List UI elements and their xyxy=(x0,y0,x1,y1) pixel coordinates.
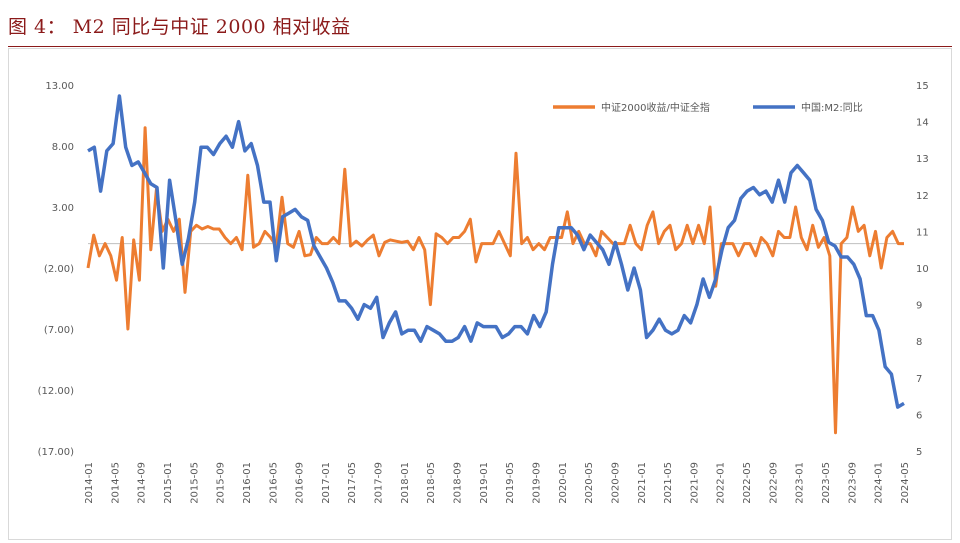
x-tick-label: 2021-09 xyxy=(689,462,700,504)
x-tick-label: 2023-05 xyxy=(821,462,832,504)
title-rule xyxy=(8,46,952,47)
x-tick-label: 2022-05 xyxy=(742,462,753,504)
left-tick-label: 3.00 xyxy=(52,203,74,214)
legend-label-0: 中证2000收益/中证全指 xyxy=(601,101,710,114)
x-tick-label: 2023-01 xyxy=(795,462,806,504)
x-tick-label: 2017-05 xyxy=(347,462,358,504)
x-tick-label: 2019-01 xyxy=(479,462,490,504)
left-tick-label: (17.00) xyxy=(38,447,75,458)
series-line-1 xyxy=(87,94,905,409)
right-tick-label: 15 xyxy=(916,81,929,92)
x-tick-label: 2020-09 xyxy=(610,462,621,504)
x-tick-label: 2020-01 xyxy=(558,462,569,504)
x-tick-label: 2024-01 xyxy=(874,462,885,504)
legend: 中证2000收益/中证全指 中国:M2:同比 xyxy=(553,101,863,114)
x-tick-label: 2016-09 xyxy=(295,462,306,504)
plot-frame xyxy=(8,48,952,540)
series-line-0 xyxy=(86,126,904,435)
x-tick-label: 2015-05 xyxy=(189,462,200,504)
x-tick-label: 2015-09 xyxy=(216,462,227,504)
left-tick-label: 8.00 xyxy=(52,142,74,153)
right-tick-label: 13 xyxy=(916,154,929,165)
right-tick-label: 12 xyxy=(916,191,929,202)
right-tick-label: 9 xyxy=(916,301,922,312)
x-tick-label: 2024-05 xyxy=(900,462,911,504)
left-tick-label: (7.00) xyxy=(44,325,74,336)
x-tick-label: 2022-01 xyxy=(716,462,727,504)
x-tick-label: 2020-05 xyxy=(584,462,595,504)
x-tick-label: 2017-09 xyxy=(374,462,385,504)
x-tick-label: 2019-09 xyxy=(531,462,542,504)
right-tick-label: 10 xyxy=(916,264,929,275)
x-axis: 2014-01 2014-05 2014-09 2015-01 2015-05 2015-… xyxy=(84,462,911,504)
left-tick-label: (12.00) xyxy=(38,386,75,397)
left-tick-label: 13.00 xyxy=(45,81,74,92)
x-tick-label: 2014-05 xyxy=(110,462,121,504)
figure-title: 图 4： M2 同比与中证 2000 相对收益 xyxy=(8,16,351,38)
x-tick-label: 2014-01 xyxy=(84,462,95,504)
x-tick-label: 2017-01 xyxy=(321,462,332,504)
x-tick-label: 2014-09 xyxy=(137,462,148,504)
x-tick-label: 2015-01 xyxy=(163,462,174,504)
x-tick-label: 2018-09 xyxy=(453,462,464,504)
series-group xyxy=(86,94,905,435)
x-tick-label: 2021-05 xyxy=(663,462,674,504)
right-tick-label: 6 xyxy=(916,410,922,421)
right-tick-label: 7 xyxy=(916,374,922,385)
right-tick-label: 5 xyxy=(916,447,922,458)
right-tick-label: 8 xyxy=(916,337,922,348)
x-tick-label: 2018-05 xyxy=(426,462,437,504)
x-tick-label: 2021-01 xyxy=(637,462,648,504)
x-tick-label: 2016-01 xyxy=(242,462,253,504)
left-tick-label: (2.00) xyxy=(44,264,74,275)
x-tick-label: 2023-09 xyxy=(847,462,858,504)
x-tick-label: 2018-01 xyxy=(400,462,411,504)
x-tick-label: 2019-05 xyxy=(505,462,516,504)
x-tick-label: 2022-09 xyxy=(768,462,779,504)
right-axis: 15 14 13 12 11 10 9 8 7 6 5 xyxy=(916,81,929,458)
x-tick-label: 2016-05 xyxy=(268,462,279,504)
legend-label-1: 中国:M2:同比 xyxy=(801,101,863,114)
right-tick-label: 11 xyxy=(916,227,929,238)
right-tick-label: 14 xyxy=(916,118,929,129)
left-axis: 13.00 8.00 3.00 (2.00) (7.00) (12.00) (17.00) xyxy=(38,81,75,458)
